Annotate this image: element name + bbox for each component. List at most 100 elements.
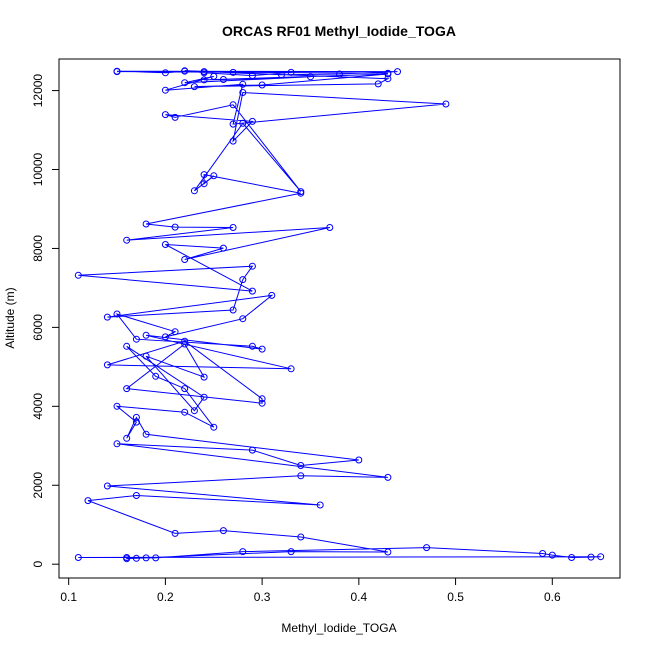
data-point: [190, 187, 198, 195]
data-point: [181, 67, 189, 75]
data-point: [297, 472, 305, 480]
data-point: [239, 276, 247, 284]
data-point: [248, 117, 256, 125]
data-point: [181, 408, 189, 416]
data-point: [239, 548, 247, 556]
x-tick-label: 0.5: [447, 590, 464, 604]
data-point: [248, 72, 256, 80]
y-tick-label: 8000: [31, 235, 45, 262]
data-point: [161, 86, 169, 94]
data-point: [229, 68, 237, 76]
data-point: [103, 482, 111, 490]
data-point: [258, 395, 266, 403]
data-point: [287, 548, 295, 556]
data-point: [336, 70, 343, 78]
data-point: [568, 554, 576, 561]
data-point: [239, 315, 247, 323]
data-point: [161, 241, 169, 248]
data-point: [113, 402, 121, 410]
plot-frame: [58, 58, 621, 579]
data-point: [142, 554, 150, 562]
data-point: [142, 430, 150, 438]
data-point: [152, 554, 160, 562]
data-point: [132, 554, 140, 562]
data-point: [123, 385, 131, 393]
data-point: [132, 335, 140, 343]
data-point: [297, 533, 305, 541]
y-tick-label: 2000: [31, 472, 45, 499]
data-point: [210, 172, 218, 180]
y-tick-label: 6000: [31, 314, 45, 341]
data-point: [355, 456, 363, 464]
data-point: [152, 372, 160, 380]
data-point: [123, 236, 131, 244]
data-point: [287, 365, 295, 373]
data-point: [239, 89, 247, 96]
data-point: [161, 111, 169, 119]
data-point: [181, 79, 189, 87]
data-point: [258, 81, 266, 89]
x-tick-label: 0.6: [544, 590, 561, 604]
data-point: [142, 220, 150, 228]
data-point: [132, 492, 140, 499]
data-point: [181, 337, 189, 345]
data-point: [442, 100, 450, 108]
data-point: [103, 361, 111, 369]
data-point: [74, 271, 82, 279]
data-point: [384, 473, 392, 481]
data-point: [229, 120, 237, 128]
data-point: [123, 342, 131, 350]
data-point: [394, 68, 401, 76]
data-point: [123, 555, 131, 563]
data-point: [219, 76, 227, 83]
chart-title: ORCAS RF01 Methyl_Iodide_TOGA: [222, 23, 456, 39]
y-axis-label: Altitude (m): [3, 287, 17, 348]
series-points-group: [74, 67, 605, 563]
data-point: [190, 407, 198, 415]
x-tick-label: 0.4: [351, 590, 368, 604]
data-point: [210, 72, 218, 80]
data-point: [548, 551, 556, 559]
data-point: [171, 113, 179, 121]
data-point: [171, 529, 179, 537]
y-tick-label: 10000: [31, 153, 45, 187]
data-point: [229, 101, 237, 109]
x-axis: 0.1 0.2 0.3 0.4 0.5 0.6: [60, 577, 561, 604]
data-point: [248, 446, 256, 454]
data-point: [181, 385, 189, 393]
data-point: [210, 423, 218, 431]
data-point: [161, 333, 169, 341]
x-tick-label: 0.3: [254, 590, 271, 604]
data-point: [113, 440, 121, 448]
y-tick-label: 4000: [31, 393, 45, 420]
data-point: [423, 544, 431, 552]
data-point: [123, 434, 131, 442]
data-point: [384, 69, 392, 77]
data-point: [219, 527, 227, 535]
data-point: [84, 497, 92, 505]
y-tick-label: 12000: [31, 74, 45, 108]
data-point: [239, 80, 247, 88]
data-point: [200, 69, 208, 77]
data-point: [278, 71, 285, 79]
data-point: [103, 313, 111, 321]
data-point: [326, 224, 334, 231]
data-point: [248, 287, 256, 295]
data-point: [142, 331, 150, 339]
data-point: [316, 501, 324, 509]
y-tick-label: 0: [31, 561, 45, 568]
data-point: [248, 262, 256, 270]
data-point: [587, 553, 595, 561]
data-point: [384, 548, 392, 556]
data-point: [200, 180, 208, 188]
data-point: [142, 352, 150, 360]
data-point: [239, 119, 247, 127]
data-point: [181, 256, 189, 263]
data-point: [113, 310, 121, 318]
data-point: [229, 306, 237, 314]
x-tick-label: 0.1: [60, 590, 77, 604]
data-point: [287, 68, 295, 76]
data-point: [258, 399, 266, 407]
